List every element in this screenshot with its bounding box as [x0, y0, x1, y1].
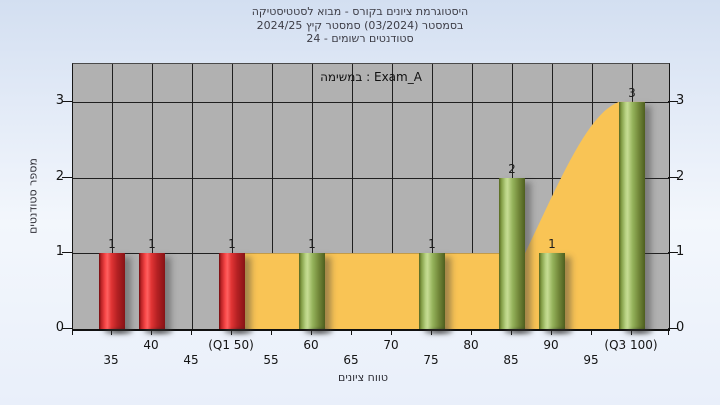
horizontal-gridline [73, 177, 669, 179]
x-tick-mark [668, 330, 669, 335]
bar-40 [139, 253, 165, 329]
vertical-gridline [192, 64, 193, 329]
horizontal-gridline [73, 101, 669, 103]
vertical-gridline [432, 64, 433, 329]
bar-ground-shadow [623, 327, 655, 336]
x-tick-mark [591, 330, 592, 335]
x-tick-mark [191, 330, 192, 335]
x-tick-label-85: 85 [503, 353, 519, 367]
bar-value-label: 3 [628, 85, 636, 100]
vertical-gridline [272, 64, 273, 329]
bar-85 [499, 177, 525, 329]
bar-(Q1 50) [219, 253, 245, 329]
plot-area: 1 1 1 1 1 2 1 3 במשימה : Exam_A [72, 63, 670, 331]
bar-value-label: 1 [108, 237, 116, 252]
x-tick-mark [72, 330, 73, 335]
x-tick-mark [391, 330, 392, 335]
x-tick-label-45: 45 [183, 353, 199, 367]
bar-value-label: 1 [148, 237, 156, 252]
y-tick-right-label: 0 [676, 320, 685, 335]
chart-title-line3: סטודנטים רשומים - 24 [306, 32, 414, 45]
bar-ground-shadow [303, 327, 335, 336]
y-tick-right-label: 2 [676, 168, 685, 184]
legend-label: במשימה : Exam_A [320, 70, 422, 84]
bar-value-label: 1 [228, 237, 236, 252]
y-tick-right-mark [668, 252, 678, 254]
bar-ground-shadow [223, 327, 255, 336]
bar-ground-shadow [143, 327, 175, 336]
x-tick-label-80: 80 [463, 338, 479, 352]
bar-75 [419, 253, 445, 329]
bar-ground-shadow [423, 327, 455, 336]
bar-value-label: 1 [428, 237, 436, 252]
y-tick-left-label: 1 [55, 244, 64, 260]
x-tick-label-35: 35 [103, 353, 119, 367]
y-tick-left-mark [62, 328, 72, 329]
y-tick-right-mark [668, 100, 678, 102]
bar-ground-shadow [543, 327, 575, 336]
vertical-gridline [152, 64, 153, 329]
y-tick-left-mark [62, 176, 72, 178]
bar-value-label: 1 [308, 237, 316, 252]
bar-90 [539, 253, 565, 329]
x-tick-mark [471, 330, 472, 335]
x-tick-label-65: 65 [343, 353, 359, 367]
y-tick-left-mark [62, 100, 72, 102]
x-tick-mark [271, 330, 272, 335]
y-tick-right-label: 3 [676, 92, 685, 108]
x-tick-label-70: 70 [383, 338, 399, 352]
y-tick-left-label: 2 [55, 168, 64, 184]
x-tick-label-60: 60 [303, 338, 319, 352]
y-tick-right-label: 1 [676, 244, 685, 260]
y-tick-left-label: 0 [55, 320, 64, 335]
vertical-gridline [312, 64, 313, 329]
vertical-gridline [112, 64, 113, 329]
y-tick-right-mark [668, 176, 678, 178]
vertical-gridline [232, 64, 233, 329]
bar-35 [99, 253, 125, 329]
vertical-gridline [352, 64, 353, 329]
x-tick-label-75: 75 [423, 353, 439, 367]
x-tick-label-(Q3 100): (Q3 100) [604, 338, 658, 352]
bar-(Q3 100) [619, 101, 645, 329]
chart-title-line2: בסמסטר (03/2024) סמסטר קיץ 2024/25 [256, 18, 464, 32]
x-tick-mark [351, 330, 352, 335]
bar-60 [299, 253, 325, 329]
x-tick-label-90: 90 [543, 338, 559, 352]
x-tick-label-40: 40 [143, 338, 159, 352]
x-tick-label-(Q1 50): (Q1 50) [208, 338, 254, 352]
x-axis-title: טווח ציונים [338, 371, 388, 384]
vertical-gridline [472, 64, 473, 329]
vertical-gridline [392, 64, 393, 329]
bar-ground-shadow [103, 327, 135, 336]
bar-ground-shadow [503, 327, 535, 336]
bar-value-label: 1 [548, 237, 556, 252]
y-tick-left-label: 3 [55, 92, 64, 108]
x-tick-label-55: 55 [263, 353, 279, 367]
chart-title-line1: היסטוגרמת ציונים בקורס - מבוא לסטטיסטיקה [251, 5, 469, 18]
chart-title: היסטוגרמת ציונים בקורס - מבוא לסטטיסטיקה… [0, 5, 720, 46]
bar-value-label: 2 [508, 161, 516, 176]
y-tick-right-mark [668, 328, 678, 329]
y-tick-left-mark [62, 252, 72, 254]
legend: במשימה : Exam_A [320, 70, 422, 84]
x-tick-label-95: 95 [583, 353, 599, 367]
